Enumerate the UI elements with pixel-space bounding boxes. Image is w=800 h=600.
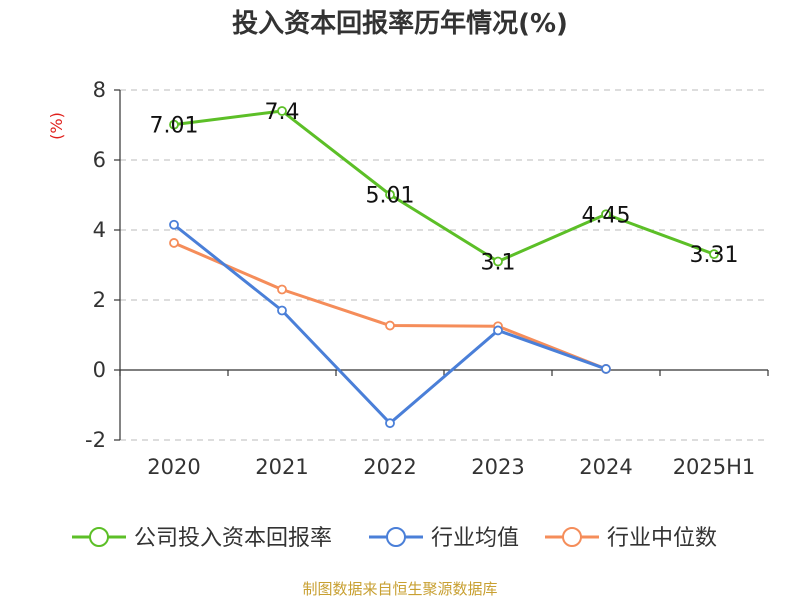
data-point xyxy=(169,219,179,230)
y-tick-label: 8 xyxy=(93,78,106,102)
legend[interactable]: 公司投入资本回报率 行业均值 行业中位数 xyxy=(72,526,717,551)
series-line xyxy=(173,109,715,263)
legend-label: 公司投入资本回报率 xyxy=(134,526,332,551)
data-labels: 7.01 7.4 5.01 3.1 4.45 3.31 xyxy=(150,100,739,276)
legend-label: 行业均值 xyxy=(431,526,519,551)
x-tick-label: 2024 xyxy=(579,455,632,479)
data-label: 3.31 xyxy=(690,243,739,268)
series-line xyxy=(173,241,607,371)
data-point xyxy=(385,189,395,200)
data-label: 7.4 xyxy=(265,100,300,125)
data-label: 7.01 xyxy=(150,114,199,139)
data-point xyxy=(493,325,503,336)
grid-lines xyxy=(120,89,768,441)
y-tick-label: 0 xyxy=(93,358,106,382)
data-point xyxy=(277,106,287,116)
data-point xyxy=(601,364,611,374)
axes: -2 0 2 4 6 8 2020 2021 2022 2023 2024 2025H1 xyxy=(85,78,769,479)
data-point xyxy=(493,256,503,267)
legend-marker-icon xyxy=(89,527,109,547)
data-label: 4.45 xyxy=(582,203,631,228)
legend-item-industry-mean[interactable]: 行业均值 xyxy=(369,526,519,551)
x-tick-label: 2023 xyxy=(471,455,524,479)
legend-label: 行业中位数 xyxy=(607,526,717,551)
x-tick-label: 2020 xyxy=(147,455,200,479)
x-tick-label: 2021 xyxy=(255,455,308,479)
data-point xyxy=(169,119,179,130)
data-point xyxy=(709,249,719,260)
data-label: 5.01 xyxy=(366,184,415,209)
source-note: 制图数据来自恒生聚源数据库 xyxy=(302,580,497,598)
y-tick-label: 6 xyxy=(93,148,106,172)
series-lines xyxy=(169,106,719,429)
chart-title: 投入资本回报率历年情况(%) xyxy=(232,8,568,39)
x-tick-label: 2025H1 xyxy=(673,455,756,479)
series-industry-mean xyxy=(169,219,611,429)
legend-item-industry-median[interactable]: 行业中位数 xyxy=(545,526,717,551)
series-industry-median xyxy=(169,238,611,374)
data-point xyxy=(169,238,179,248)
legend-item-company[interactable]: 公司投入资本回报率 xyxy=(72,526,332,551)
data-point xyxy=(277,284,287,295)
legend-marker-icon xyxy=(562,527,582,547)
data-point xyxy=(385,320,395,331)
y-axis-unit: (%) xyxy=(47,112,66,140)
series-company xyxy=(169,106,719,267)
data-point xyxy=(385,418,395,429)
data-point xyxy=(601,209,611,220)
y-tick-label: -2 xyxy=(85,428,106,452)
data-label: 3.1 xyxy=(481,251,516,276)
y-tick-label: 2 xyxy=(93,288,106,312)
legend-marker-icon xyxy=(386,527,406,547)
data-point xyxy=(277,305,287,316)
y-tick-label: 4 xyxy=(93,218,106,242)
x-tick-label: 2022 xyxy=(363,455,416,479)
